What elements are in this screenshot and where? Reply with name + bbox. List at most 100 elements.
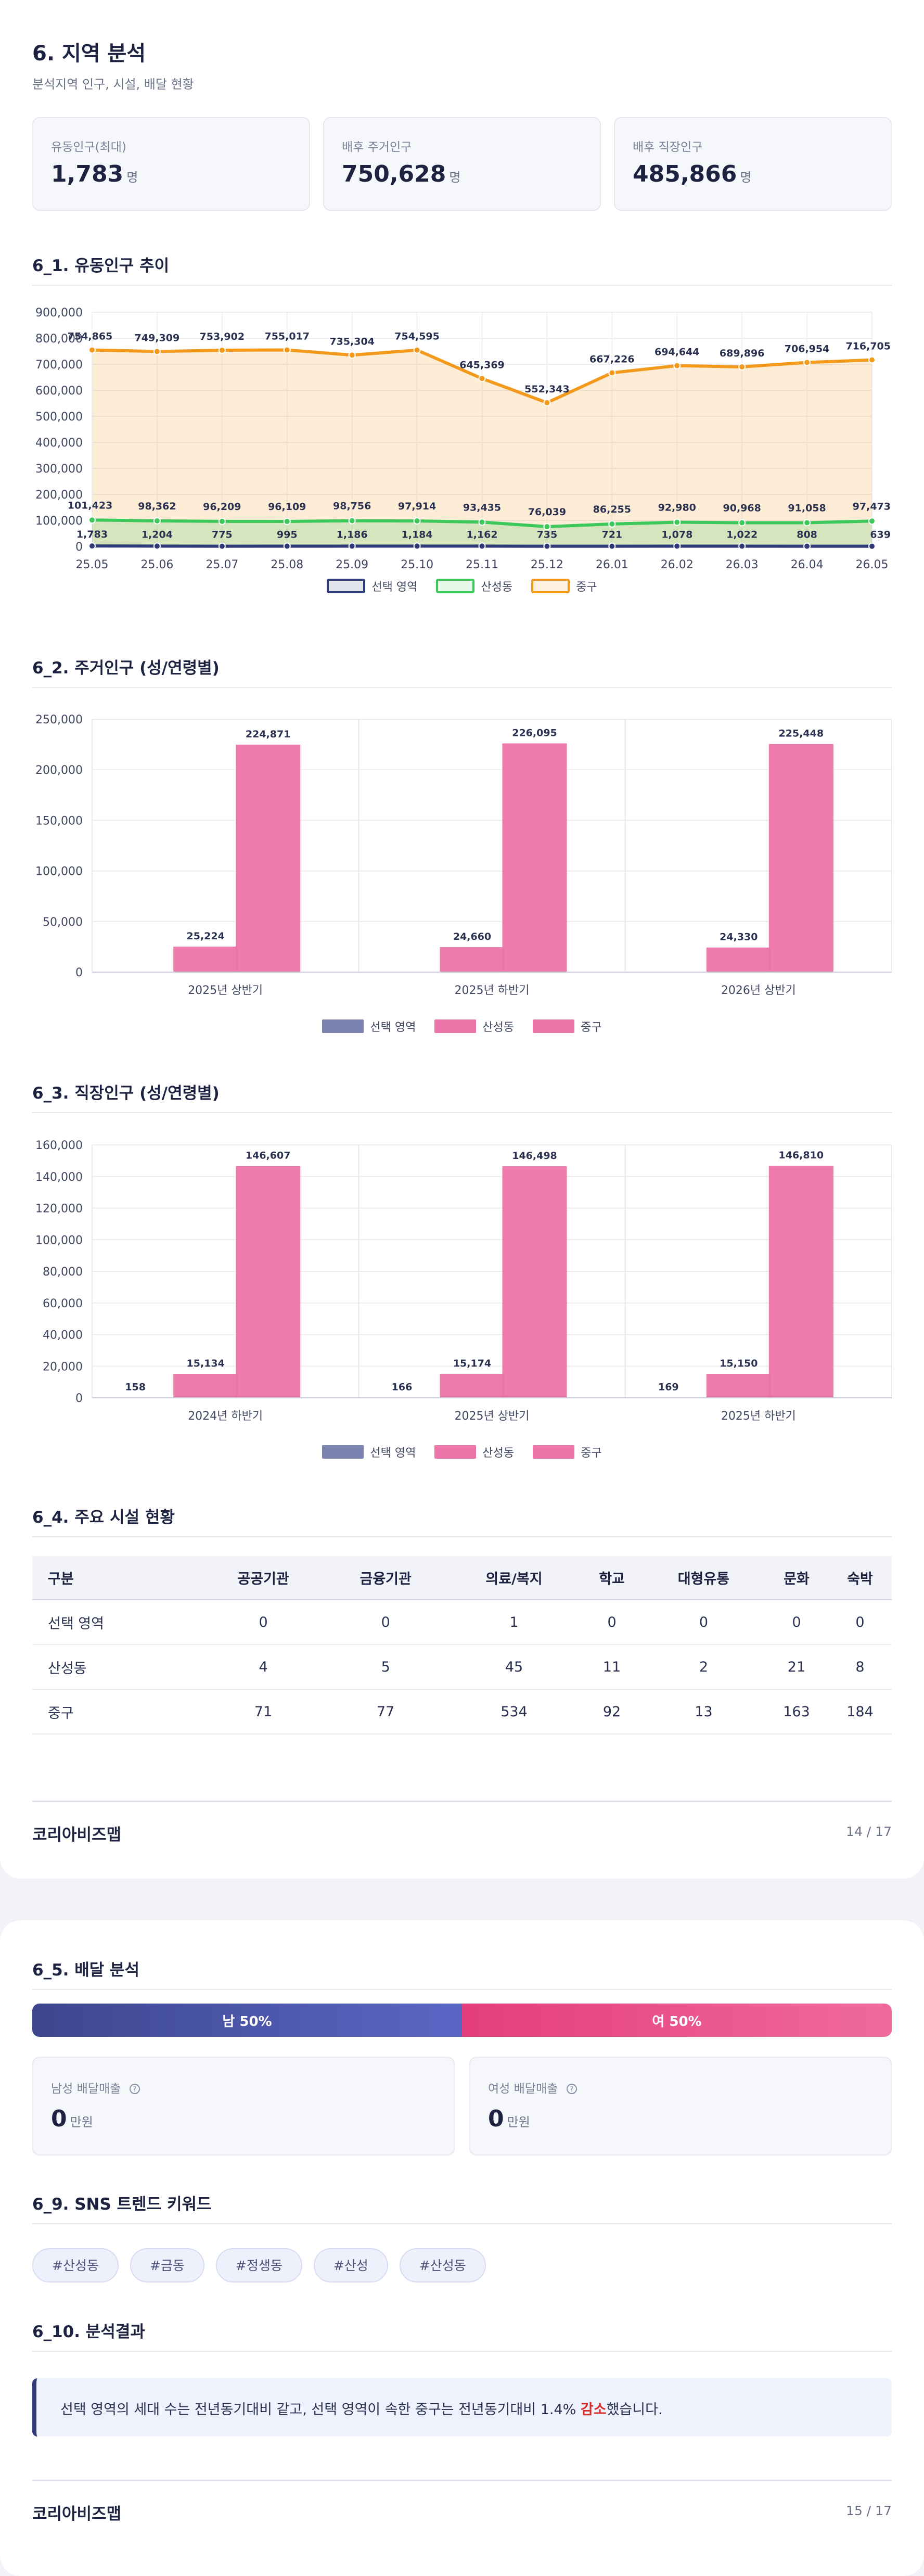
legend-item[interactable]: 산성동 [436,578,512,594]
data-point [89,347,95,353]
y-tick-label: 50,000 [43,916,83,929]
x-tick-label: 26.01 [596,558,628,571]
x-tick-label: 25.12 [531,558,563,571]
legend-item[interactable]: 산성동 [434,1018,514,1035]
y-tick-label: 20,000 [43,1360,83,1373]
bar [173,1374,238,1398]
data-label: 639 [870,529,891,541]
table-cell: 2 [643,1644,765,1689]
table-row: 산성동 4 5 45 11 2 21 8 [32,1644,892,1689]
legend-item[interactable]: 선택 영역 [322,1018,416,1035]
legend-label: 산성동 [482,1444,514,1460]
table-row: 중구 71 77 534 92 13 163 184 [32,1689,892,1734]
data-point [479,375,485,381]
legend-item[interactable]: 중구 [533,1018,601,1035]
table-header: 대형유통 [643,1556,765,1600]
data-label: 753,902 [200,331,245,342]
legend-item[interactable]: 중구 [533,1444,601,1460]
y-tick-label: 60,000 [43,1297,83,1310]
data-label: 169 [658,1381,679,1393]
data-label: 15,134 [187,1358,225,1369]
male-share-bar: 남 50% [32,2004,462,2037]
table-cell: 0 [765,1600,828,1644]
data-point [674,519,680,526]
legend-label: 중구 [581,1444,601,1460]
brand-name: 코리아비즈맵 [32,2501,121,2524]
data-point [869,357,875,363]
keyword-chip[interactable]: #산성동 [32,2248,119,2282]
data-label: 225,448 [779,728,824,739]
data-label: 1,162 [466,529,497,540]
x-tick-label: 26.04 [791,558,824,571]
section-title-floating: 6_1. 유동인구 추이 [32,252,892,276]
table-cell: 선택 영역 [32,1600,202,1644]
data-label: 91,058 [788,502,826,514]
data-point [609,369,615,376]
y-tick-label: 100,000 [35,865,83,878]
legend-swatch [322,1445,364,1459]
legend-swatch [533,1445,574,1459]
data-point [739,364,745,370]
data-point [219,347,225,353]
legend-item[interactable]: 선택 영역 [327,578,417,594]
data-point [609,521,615,527]
x-tick-label: 2024년 하반기 [188,1410,263,1423]
page-subtitle: 분석지역 인구, 시설, 배달 현황 [32,74,892,92]
data-point [869,543,875,550]
data-point [219,543,225,550]
bar [440,1374,505,1398]
data-point [154,543,160,549]
legend-item[interactable]: 산성동 [434,1444,514,1460]
bar [707,1374,771,1398]
info-circle-icon: ? [566,2083,578,2095]
table-cell: 184 [828,1689,892,1734]
data-label: 754,595 [394,331,440,342]
table-cell: 77 [325,1689,447,1734]
keyword-chip[interactable]: #금동 [130,2248,204,2282]
x-tick-label: 25.08 [271,558,303,571]
data-label: 96,209 [203,501,241,513]
legend-item[interactable]: 중구 [531,578,597,594]
page-footer: 코리아비즈맵 14 / 17 [32,1801,892,1842]
data-label: 15,174 [453,1358,491,1369]
data-label: 645,369 [459,359,505,371]
data-point [89,517,95,523]
data-point [414,347,420,353]
kpi-label: 유동인구(최대) [51,137,126,155]
legend-swatch [436,579,474,593]
keyword-chip[interactable]: #산성동 [400,2248,486,2282]
legend-swatch [533,1019,574,1033]
legend-item[interactable]: 선택 영역 [322,1444,416,1460]
table-header-row: 구분 공공기관 금융기관 의료/복지 학교 대형유통 문화 숙박 [32,1556,892,1600]
data-label: 97,914 [398,501,436,512]
y-tick-label: 500,000 [35,411,83,424]
x-tick-label: 2025년 하반기 [455,984,530,997]
table-header: 숙박 [828,1556,892,1600]
y-tick-label: 0 [75,1392,83,1405]
y-tick-label: 120,000 [35,1203,83,1216]
kpi-label: 배후 주거인구 [342,137,412,155]
data-label: 694,644 [654,347,700,358]
data-label: 97,473 [853,501,891,512]
table-header: 학교 [581,1556,643,1600]
keyword-chip[interactable]: #산성 [314,2248,388,2282]
keyword-chip[interactable]: #정생동 [216,2248,302,2282]
data-point [284,543,290,550]
table-cell: 71 [202,1689,324,1734]
legend-swatch [434,1019,476,1033]
x-tick-label: 26.05 [856,558,889,571]
data-point [349,543,355,549]
table-cell: 45 [447,1644,581,1689]
y-tick-label: 100,000 [35,1234,83,1247]
bar-chart: 020,00040,00060,00080,000100,000120,0001… [32,1133,892,1446]
bar [503,743,567,972]
x-tick-label: 25.06 [140,558,173,571]
x-tick-label: 2025년 상반기 [455,1410,530,1423]
data-label: 667,226 [589,353,635,365]
